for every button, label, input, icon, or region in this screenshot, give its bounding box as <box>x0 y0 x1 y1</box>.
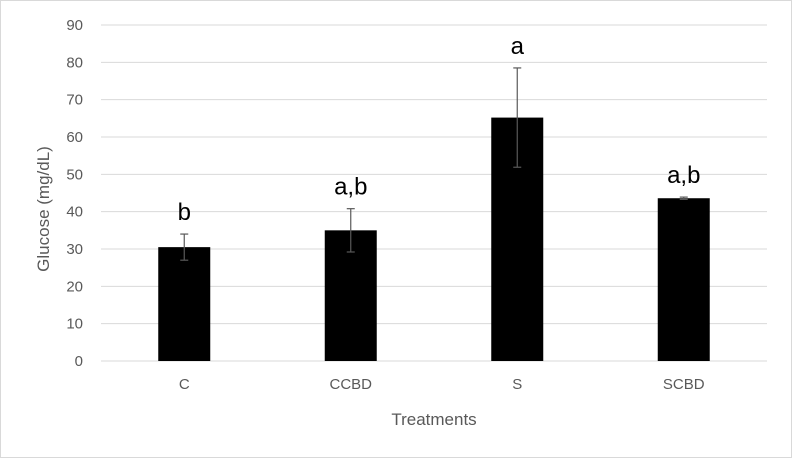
y-axis-title: Glucose (mg/dL) <box>34 146 53 272</box>
x-tick-label-s: S <box>512 376 522 393</box>
x-tick-label-c: C <box>179 376 190 393</box>
error-bar-s <box>513 67 522 168</box>
significance-labels: b a,b a a,b <box>178 33 701 226</box>
error-bars <box>180 67 688 261</box>
y-tick-label: 80 <box>66 54 83 71</box>
error-bar-ccbd <box>346 208 355 253</box>
bar-c <box>158 247 211 361</box>
significance-label-s: a <box>511 33 525 60</box>
y-tick-label: 10 <box>66 316 83 333</box>
error-bar-scbd <box>679 196 688 200</box>
error-bar-c <box>180 233 189 261</box>
y-axis-ticks: 0 10 20 30 40 50 60 70 80 90 <box>66 17 83 370</box>
x-axis-ticks: C CCBD S SCBD <box>179 376 705 393</box>
significance-label-scbd: a,b <box>667 162 700 189</box>
y-tick-label: 90 <box>66 17 83 34</box>
gridlines <box>101 24 767 362</box>
y-tick-label: 0 <box>75 353 83 370</box>
x-tick-label-scbd: SCBD <box>663 376 705 393</box>
y-tick-label: 70 <box>66 92 83 109</box>
x-axis-title: Treatments <box>391 410 476 429</box>
bar-scbd <box>657 198 710 361</box>
y-tick-label: 50 <box>66 166 83 183</box>
y-tick-label: 20 <box>66 278 83 295</box>
y-tick-label: 60 <box>66 129 83 146</box>
x-tick-label-ccbd: CCBD <box>329 376 372 393</box>
significance-label-ccbd: a,b <box>334 174 367 201</box>
y-tick-label: 40 <box>66 204 83 221</box>
bars <box>158 117 710 361</box>
y-tick-label: 30 <box>66 241 83 258</box>
significance-label-c: b <box>178 199 191 226</box>
